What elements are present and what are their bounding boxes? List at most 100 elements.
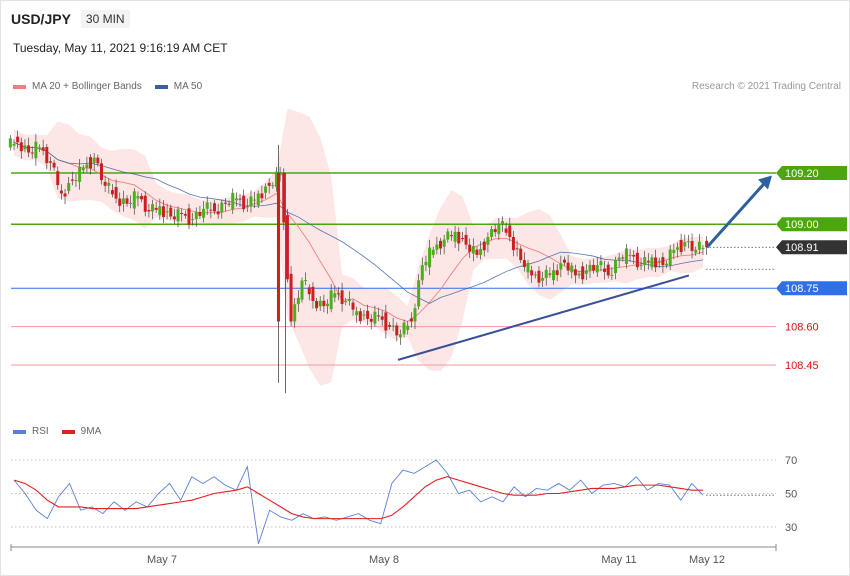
- candle-bear: [147, 209, 151, 212]
- level-tag-resistance: [776, 166, 847, 180]
- candle-bear: [242, 195, 246, 210]
- candle-bear: [464, 234, 468, 245]
- legend-swatch-9ma: [61, 429, 75, 434]
- chart-header: USD/JPY 30 MIN: [11, 10, 130, 28]
- candle-bull: [683, 242, 687, 247]
- candle-bull: [490, 229, 494, 237]
- candle-bear: [654, 257, 658, 268]
- candle-bull: [151, 204, 155, 212]
- candle-bear: [227, 203, 231, 205]
- candle-bull: [92, 157, 96, 163]
- candle-bull: [85, 164, 89, 168]
- candle-bear: [260, 193, 264, 199]
- candle-bear: [522, 260, 526, 267]
- candle-bull: [686, 241, 690, 243]
- candle-bear: [70, 179, 74, 181]
- candle-bull: [8, 138, 12, 148]
- candle-bear: [267, 182, 271, 186]
- candle-bear: [548, 273, 552, 275]
- candle-bull: [471, 246, 475, 254]
- candle-bear: [661, 257, 665, 266]
- candle-bull: [158, 206, 162, 216]
- candle-bull: [453, 231, 457, 242]
- candle-bull: [431, 249, 435, 255]
- candle-bull: [406, 325, 410, 331]
- candle-bear: [99, 163, 103, 181]
- timeframe-badge[interactable]: 30 MIN: [80, 10, 130, 28]
- candle-bear: [632, 254, 636, 257]
- candle-bear: [468, 244, 472, 252]
- candle-bear: [530, 270, 534, 276]
- bollinger-band: [14, 109, 703, 386]
- candle-bear: [223, 202, 227, 204]
- candle-bull: [274, 171, 278, 188]
- candle-bear: [96, 157, 100, 164]
- legend-item-9ma: 9MA: [61, 426, 101, 437]
- candle-bull: [486, 237, 490, 245]
- candle-bear: [48, 161, 52, 163]
- candle-bear: [457, 231, 461, 244]
- x-tick-label: May 7: [147, 554, 177, 566]
- candle-bull: [479, 248, 483, 255]
- candle-bull: [347, 298, 351, 301]
- candle-bull: [417, 280, 421, 307]
- candle-bull: [165, 211, 169, 213]
- candle-bull: [23, 145, 27, 150]
- candle-bull: [701, 248, 705, 250]
- candle-bull: [293, 304, 297, 322]
- candle-bull: [672, 249, 676, 254]
- candle-bull: [559, 263, 563, 270]
- projection-arrow-head: [758, 175, 772, 190]
- candle-bear: [213, 203, 217, 212]
- rsi-panel: 70 50 30: [11, 455, 797, 544]
- candle-bull: [391, 325, 395, 327]
- candle-bull: [584, 270, 588, 274]
- candle-bear: [154, 207, 158, 210]
- level-label-support: 108.45: [785, 360, 819, 372]
- candle-bull: [552, 270, 556, 281]
- candle-bear: [358, 311, 362, 322]
- candle-bull: [657, 260, 661, 262]
- candle-bear: [216, 211, 220, 215]
- rsi-9ma-line: [13, 476, 703, 520]
- candle-bull: [271, 185, 275, 187]
- candle-bull: [107, 182, 111, 186]
- candle-bear: [238, 198, 242, 200]
- candle-bear: [387, 325, 391, 327]
- candle-bull: [344, 301, 348, 303]
- rsi-tick-label: 50: [785, 489, 797, 501]
- candle-bear: [180, 212, 184, 214]
- candle-bull: [526, 262, 530, 273]
- candle-bear: [125, 198, 129, 204]
- candle-bull: [205, 202, 209, 209]
- candle-bear: [384, 312, 388, 331]
- candle-bear: [621, 257, 625, 259]
- rsi-line: [13, 459, 704, 544]
- candle-bear: [592, 264, 596, 271]
- candle-bull: [249, 196, 253, 207]
- candle-bear: [475, 249, 479, 255]
- candle-bear: [27, 145, 31, 153]
- time-axis: May 7 May 8 May 11 May 12: [10, 544, 777, 566]
- trend-annotations: [397, 175, 772, 361]
- candle-bear: [562, 259, 566, 263]
- candle-bear: [573, 269, 577, 276]
- candle-bull: [355, 311, 359, 316]
- x-tick-label: May 12: [689, 554, 725, 566]
- legend-label-rsi: RSI: [32, 426, 49, 437]
- instrument-title: USD/JPY: [11, 11, 71, 27]
- candle-bull: [442, 239, 446, 247]
- projection-arrow-shaft: [705, 180, 768, 249]
- candle-bear: [646, 260, 650, 262]
- candle-bear: [285, 215, 289, 280]
- candle-bull: [296, 297, 300, 305]
- candle-bear: [705, 240, 709, 248]
- candle-bear: [110, 190, 114, 195]
- candle-bull: [610, 274, 614, 276]
- candle-bear: [307, 287, 311, 295]
- candle-bear: [19, 142, 23, 152]
- candle-bull: [599, 261, 603, 266]
- candle-bear: [377, 315, 381, 317]
- candle-bull: [533, 274, 537, 276]
- candle-bear: [460, 237, 464, 239]
